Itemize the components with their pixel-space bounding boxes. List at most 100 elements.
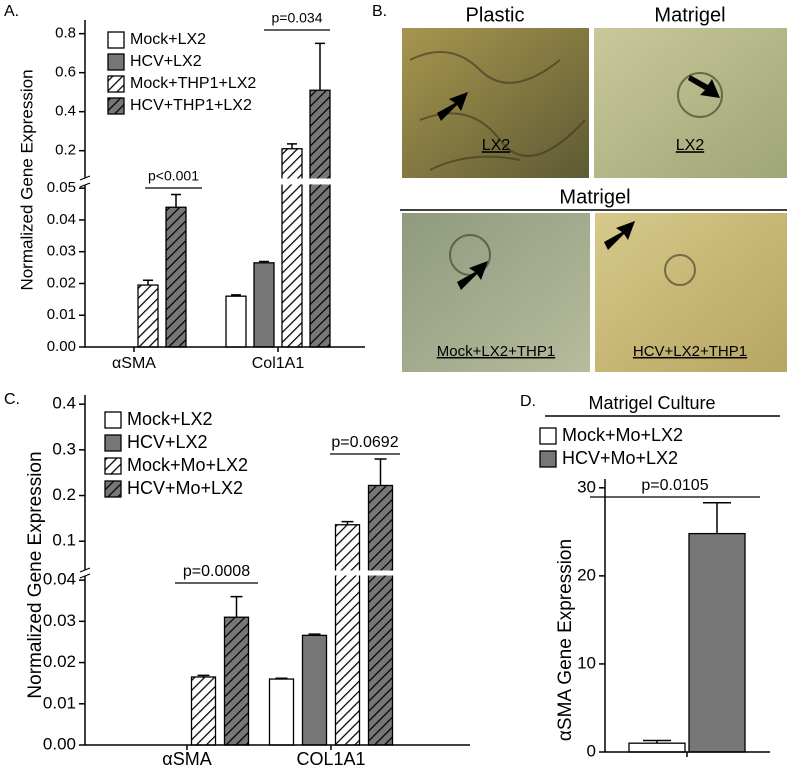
y-tick-label: 0.01 — [43, 693, 76, 712]
chart-title: Matrigel Culture — [588, 393, 715, 413]
bar — [137, 284, 159, 348]
legend-label: Mock+Mo+LX2 — [127, 455, 248, 475]
y-tick-label: 10 — [577, 653, 596, 672]
error-bar — [275, 677, 288, 680]
image-title: Plastic — [466, 4, 525, 26]
arrows — [437, 75, 720, 290]
legend-label: Mock+THP1+LX2 — [130, 75, 256, 92]
bar — [253, 262, 275, 348]
legend-swatch — [107, 31, 125, 49]
p-value: p=0.0008 — [183, 563, 250, 580]
y-tick-label: 30 — [577, 477, 596, 496]
error-bar — [703, 502, 731, 534]
bar — [301, 634, 328, 746]
error-bar — [171, 193, 181, 208]
y-tick-label: 0.04 — [47, 211, 76, 228]
y-tick-label: 0.03 — [43, 611, 76, 630]
error-bar — [374, 458, 387, 486]
texture — [409, 51, 723, 286]
image-label: HCV+LX2+THP1 — [633, 343, 747, 360]
bar — [367, 484, 394, 746]
legend-label: Mock+Mo+LX2 — [562, 425, 683, 445]
y-tick-label: 0.03 — [47, 243, 76, 260]
y-tick-label: 0.00 — [43, 734, 76, 753]
micrograph — [595, 213, 787, 372]
y-axis-label: Normalized Gene Expression — [25, 451, 46, 698]
legend-label: HCV+Mo+LX2 — [562, 448, 678, 468]
y-tick-label: 0.1 — [52, 531, 76, 550]
image-label: LX2 — [482, 137, 511, 154]
micrograph — [402, 28, 589, 178]
y-tick-label: 0.00 — [47, 338, 76, 355]
legend-swatch — [104, 434, 122, 452]
bar — [309, 89, 331, 348]
p-value: p<0.001 — [148, 168, 199, 184]
axis-break-gap — [77, 570, 470, 576]
y-tick-label: 0.2 — [55, 142, 76, 159]
legend-swatch — [104, 480, 122, 498]
bar — [281, 148, 303, 348]
error-bar — [197, 674, 210, 677]
image-title: Matrigel — [559, 186, 630, 208]
bar — [190, 676, 217, 746]
panel-label: C. — [4, 391, 20, 408]
micrograph — [594, 28, 787, 178]
legend-swatch — [104, 411, 122, 429]
image-label: LX2 — [676, 137, 705, 154]
legend-label: HCV+Mo+LX2 — [127, 478, 243, 498]
legend-swatch — [107, 97, 125, 115]
error-bar — [643, 739, 671, 744]
y-tick-label: 0.05 — [47, 179, 76, 196]
p-value: p=0.0105 — [641, 477, 708, 494]
y-axis-label: Normalized Gene Expression — [17, 69, 36, 290]
axis-break-gap — [77, 178, 365, 185]
y-tick-label: 0.02 — [47, 274, 76, 291]
error-bar — [259, 260, 269, 263]
legend-swatch — [107, 53, 125, 71]
error-bar — [341, 520, 354, 525]
x-tick-label: αSMA — [162, 749, 211, 769]
panel-label: D. — [520, 393, 536, 410]
error-bar — [231, 294, 241, 297]
legend-swatch — [107, 75, 125, 93]
bar — [165, 206, 187, 348]
y-tick-label: 0.4 — [55, 103, 76, 120]
error-bar — [143, 279, 153, 286]
y-tick-label: 0.02 — [43, 652, 76, 671]
legend-label: Mock+LX2 — [130, 31, 206, 48]
legend-label: HCV+LX2 — [127, 432, 208, 452]
y-tick-label: 0.01 — [47, 306, 76, 323]
y-tick-label: 20 — [577, 565, 596, 584]
error-bar — [230, 595, 243, 618]
p-value: p=0.0692 — [331, 434, 398, 451]
x-tick-label: Col1A1 — [252, 355, 305, 372]
y-tick-label: 0.04 — [43, 570, 76, 589]
y-tick-label: 0.8 — [55, 25, 76, 42]
x-tick-label: αSMA — [112, 355, 156, 372]
bar — [334, 524, 361, 746]
p-value: p=0.034 — [272, 10, 323, 26]
image-title: Matrigel — [654, 4, 725, 26]
y-tick-label: 0 — [587, 741, 596, 760]
y-tick-label: 0.6 — [55, 64, 76, 81]
legend-label: HCV+THP1+LX2 — [130, 97, 252, 114]
panel-b: Plastic Matrigel Matrigel LX2 LX2 Mock+L… — [400, 4, 787, 372]
x-tick-label: COL1A1 — [296, 749, 365, 769]
legend-swatch — [539, 427, 557, 445]
y-tick-label: 0.3 — [52, 439, 76, 458]
legend-swatch — [539, 450, 557, 468]
panel-label: A. — [4, 3, 19, 20]
legend-label: HCV+LX2 — [130, 53, 202, 70]
panel-label: B. — [372, 3, 387, 20]
y-tick-label: 0.2 — [52, 485, 76, 504]
y-axis-label: αSMA Gene Expression — [555, 539, 576, 741]
bar — [268, 678, 295, 746]
image-label: Mock+LX2+THP1 — [437, 343, 555, 360]
bar — [225, 295, 247, 348]
bar — [223, 616, 250, 746]
bar — [688, 532, 746, 753]
micrograph — [402, 213, 590, 372]
error-bar — [287, 143, 297, 149]
y-tick-label: 0.4 — [52, 394, 76, 413]
